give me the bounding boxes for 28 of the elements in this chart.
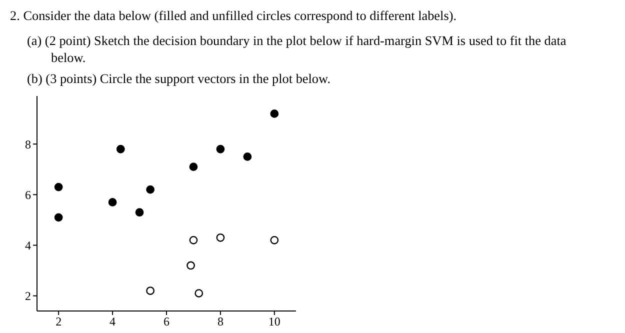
- x-tick-label: 8: [217, 314, 224, 329]
- point: [135, 208, 144, 217]
- point: [54, 182, 63, 192]
- point: [186, 261, 195, 270]
- point: [216, 144, 225, 154]
- point: [216, 233, 225, 242]
- y-tick-label: 2: [25, 289, 31, 304]
- text: (a) (2 point) Sketch the decision boundary in the plot below if hard-margin SVM is used to fit the data below.: [27, 32, 568, 66]
- point: [146, 185, 155, 194]
- point: [189, 236, 198, 244]
- text: (b) (3 points) Circle the support vectors in the plot below.: [27, 70, 332, 87]
- y-tick-label: 4: [25, 238, 31, 252]
- x-tick-label: 10: [268, 314, 280, 329]
- point: [116, 144, 125, 154]
- point: [270, 110, 279, 118]
- chart-title: 2. Consider the data below (filled and unfilled circles correspond to different labels).: [10, 8, 457, 24]
- point: [270, 236, 279, 244]
- x-tick-label: 4: [110, 314, 116, 329]
- point: [146, 286, 155, 295]
- point: [243, 152, 252, 161]
- point: [194, 289, 204, 298]
- y-tick-label: 8: [25, 137, 31, 152]
- x-tick-label: 6: [164, 314, 170, 329]
- point: [54, 213, 63, 222]
- y-tick-label: 6: [25, 188, 31, 202]
- point: [189, 162, 198, 172]
- x-tick-label: 2: [56, 314, 62, 329]
- point: [108, 198, 117, 206]
